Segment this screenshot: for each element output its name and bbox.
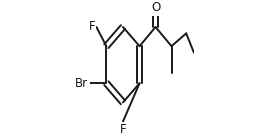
Text: F: F (120, 123, 126, 136)
Text: Br: Br (75, 77, 88, 90)
Text: F: F (88, 21, 95, 34)
Text: O: O (151, 1, 160, 14)
